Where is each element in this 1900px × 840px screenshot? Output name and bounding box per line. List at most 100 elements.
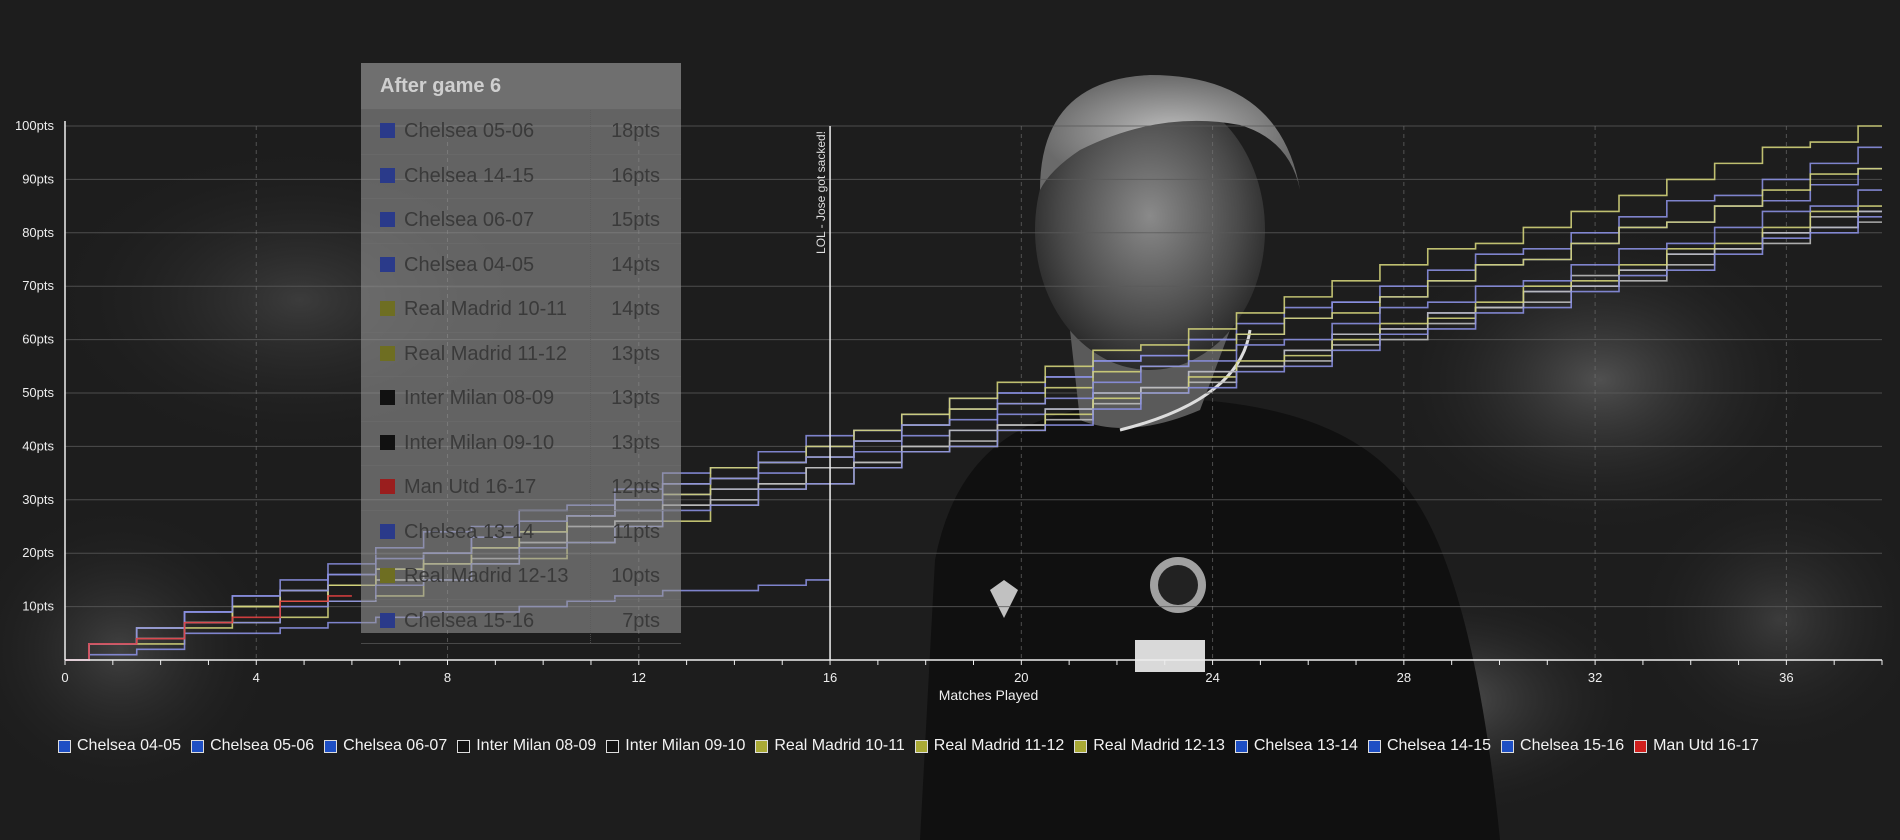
legend-item[interactable]: Chelsea 04-05: [58, 737, 181, 755]
standings-row: Inter Milan 08-09 13pts: [361, 377, 681, 422]
series-line-3: [65, 210, 1882, 661]
x-tick-label: 16: [823, 670, 837, 685]
standings-row: Chelsea 04-05 14pts: [361, 243, 681, 288]
legend-item[interactable]: Real Madrid 11-12: [914, 737, 1064, 755]
series-line-0: [65, 146, 1882, 661]
legend-swatch: [1634, 739, 1648, 753]
standings-points: 16pts: [590, 154, 681, 198]
legend-label: Chelsea 05-06: [210, 737, 315, 754]
legend-item[interactable]: Real Madrid 10-11: [755, 737, 905, 755]
legend-label: Chelsea 14-15: [1386, 737, 1492, 754]
standings-points: 10pts: [590, 555, 681, 598]
y-tick-label: 30pts: [22, 492, 54, 507]
standings-team: Chelsea 04-05: [404, 253, 535, 276]
standings-points: 12pts: [590, 466, 681, 509]
standings-points: 13pts: [590, 332, 681, 376]
standings-swatch: [380, 612, 395, 628]
y-tick-label: 60pts: [22, 332, 54, 347]
standings-swatch: [380, 434, 395, 450]
x-tick-label: 20: [1014, 670, 1028, 685]
standings-points: 14pts: [590, 243, 681, 287]
x-axis-title: Matches Played: [939, 687, 1039, 703]
standings-row: Man Utd 16-17 12pts: [361, 466, 681, 511]
legend-item[interactable]: Chelsea 06-07: [324, 737, 447, 755]
standings-points: 15pts: [590, 199, 681, 242]
legend-swatch: [191, 739, 205, 753]
standings-team: Chelsea 14-15: [404, 164, 535, 187]
y-tick-label: 100pts: [15, 118, 55, 133]
standings-points: 7pts: [590, 599, 681, 643]
standings-row: Chelsea 05-06 18pts: [361, 110, 681, 155]
annotation-text: LOL - Jose got sacked!: [814, 131, 828, 254]
x-tick-label: 36: [1779, 670, 1793, 685]
standings-team: Real Madrid 12-13: [404, 565, 569, 587]
legend-label: Chelsea 15-16: [1520, 737, 1625, 754]
legend-item[interactable]: Chelsea 14-15: [1367, 737, 1492, 755]
standings-swatch: [380, 568, 395, 583]
standings-swatch: [380, 301, 395, 316]
standings-swatch: [380, 212, 395, 227]
legend-item[interactable]: Real Madrid 12-13: [1074, 737, 1225, 755]
standings-team: Chelsea 13-14: [404, 520, 535, 543]
legend-item[interactable]: Chelsea 15-16: [1501, 737, 1624, 755]
standings-row: Inter Milan 09-10 13pts: [361, 421, 681, 466]
legend-swatch: [1234, 739, 1248, 753]
series-line-8: [65, 215, 1882, 661]
legend-label: Chelsea 06-07: [343, 737, 448, 754]
standings-team: Man Utd 16-17: [404, 476, 537, 498]
legend-label: Man Utd 16-17: [1653, 737, 1759, 754]
legend-item[interactable]: Man Utd 16-17: [1634, 737, 1759, 755]
series-line-2: [65, 210, 1882, 661]
legend-swatch: [1501, 739, 1515, 753]
x-tick-label: 0: [61, 670, 68, 685]
legend-swatch: [1367, 739, 1381, 753]
x-tick-label: 12: [632, 670, 646, 685]
legend-swatch: [457, 739, 471, 753]
legend-swatch: [1074, 739, 1088, 753]
standings-swatch: [380, 256, 395, 272]
legend-item[interactable]: Chelsea 13-14: [1234, 737, 1358, 755]
grid-lines: [64, 125, 1882, 660]
y-tick-label: 20pts: [22, 545, 54, 560]
standings-points: 13pts: [590, 377, 681, 420]
standings-team: Chelsea 15-16: [404, 609, 535, 632]
series-line-11: [65, 595, 352, 661]
standings-team: Inter Milan 09-10: [404, 431, 555, 454]
y-tick-label: 10pts: [22, 599, 54, 614]
legend-label: Real Madrid 12-13: [1093, 737, 1225, 754]
legend-item[interactable]: Chelsea 05-06: [191, 737, 314, 755]
x-tick-label: 24: [1205, 670, 1219, 685]
axes: 10pts 20pts 30pts 40pts 50pts 60pts 70pts 80pts…: [15, 118, 1883, 703]
standings-title: After game 6: [361, 63, 681, 110]
legend-label: Chelsea 13-14: [1253, 737, 1358, 754]
standings-row: Chelsea 13-14 11pts: [361, 510, 681, 555]
standings-row: Real Madrid 10-11 14pts: [361, 288, 681, 333]
standings-team: Real Madrid 11-12: [404, 342, 568, 365]
standings-team: Chelsea 05-06: [404, 120, 535, 142]
annotation: LOL - Jose got sacked!: [814, 126, 831, 660]
legend-swatch: [58, 739, 71, 753]
standings-swatch: [380, 390, 395, 405]
legend-label: Inter Milan 08-09: [476, 737, 597, 754]
standings-row: Real Madrid 12-13 10pts: [361, 555, 681, 600]
y-tick-label: 40pts: [22, 438, 54, 453]
legend-label: Real Madrid 10-11: [774, 737, 905, 754]
y-tick-label: 90pts: [22, 171, 54, 186]
standings-points: 13pts: [590, 421, 681, 465]
standings-row: Chelsea 14-15 16pts: [361, 154, 681, 199]
standings-points: 14pts: [590, 288, 681, 331]
standings-team: Chelsea 06-07: [404, 209, 535, 231]
standings-row: Real Madrid 11-12 13pts: [361, 332, 681, 377]
standings-swatch: [380, 123, 395, 138]
legend-label: Chelsea 04-05: [77, 737, 182, 754]
legend-label: Inter Milan 09-10: [625, 737, 746, 754]
legend-item[interactable]: Inter Milan 08-09: [457, 737, 596, 755]
y-tick-label: 50pts: [22, 385, 54, 400]
legend: Chelsea 04-05 Chelsea 05-06 Chelsea 06-07 I…: [58, 735, 1769, 757]
legend-swatch: [606, 739, 620, 753]
x-tick-label: 28: [1397, 670, 1411, 685]
legend-item[interactable]: Inter Milan 09-10: [606, 737, 745, 755]
series-line-9: [65, 189, 1882, 661]
